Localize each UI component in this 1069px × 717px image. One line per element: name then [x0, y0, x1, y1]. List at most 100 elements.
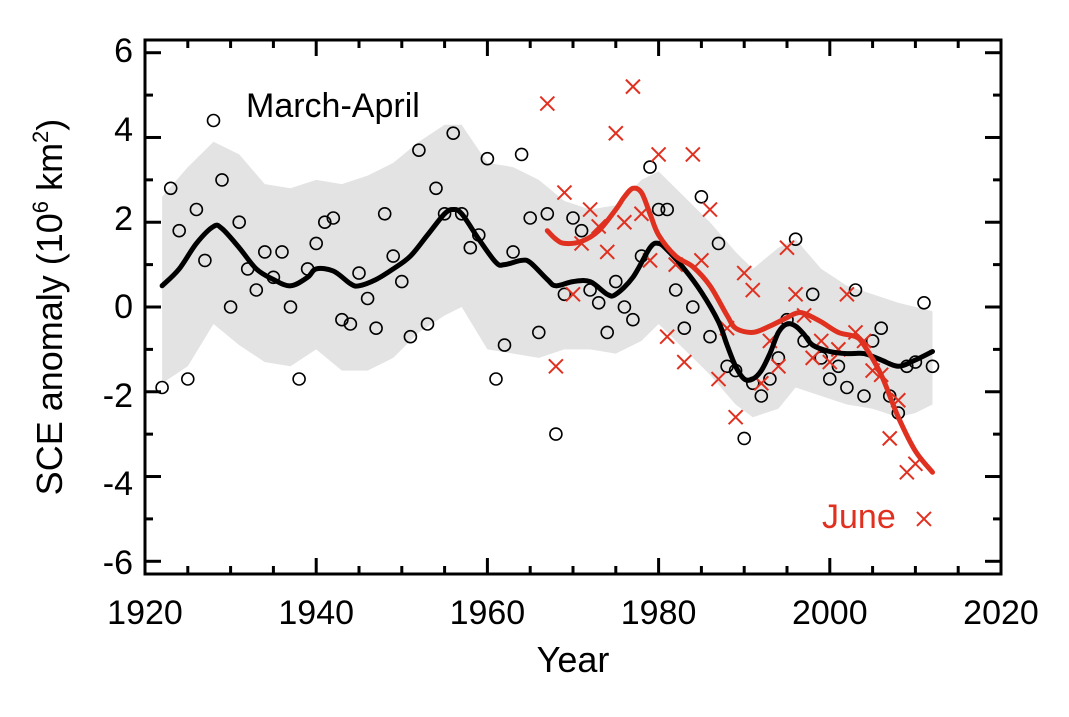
- y-tick-label: 6: [114, 32, 133, 70]
- march-april-point: [412, 143, 426, 157]
- june-point: [608, 125, 624, 141]
- y-axis-title: SCE anomaly (106 km2): [28, 119, 70, 496]
- march-april-point: [514, 147, 529, 162]
- march-april-uncertainty-band: [162, 124, 933, 418]
- march-april-point: [608, 274, 623, 289]
- march-april-point: [574, 223, 589, 238]
- march-april-point: [694, 190, 709, 204]
- y-tick-labels: 6 4 2 0 -2 -4 -6: [103, 32, 133, 582]
- june-point: [565, 286, 581, 302]
- june-label: June: [822, 498, 896, 536]
- x-tick-label: 1920: [107, 594, 183, 632]
- june-point: [745, 282, 761, 298]
- march-april-point: [403, 329, 418, 344]
- data-markers: [155, 78, 940, 527]
- y-tick-label: -4: [103, 465, 133, 503]
- march-april-point: [617, 300, 632, 314]
- march-april-point: [557, 287, 572, 302]
- march-april-point: [155, 380, 169, 395]
- june-point: [693, 252, 710, 269]
- x-axis-title: Year: [537, 639, 610, 680]
- june-point: [882, 430, 898, 447]
- march-april-point: [386, 249, 401, 263]
- june-point: [702, 201, 718, 218]
- y-axis-title-close: ): [29, 119, 70, 131]
- march-april-point: [480, 151, 495, 166]
- march-april-point: [335, 312, 349, 327]
- x-tick-label: 1940: [278, 594, 354, 632]
- june-smoothed-line: [544, 185, 935, 475]
- march-april-point: [463, 240, 478, 255]
- march-april-point: [394, 274, 409, 289]
- march-april-point: [317, 215, 332, 229]
- march-april-point: [857, 389, 871, 403]
- y-axis-title-unit: km: [29, 143, 70, 201]
- march-april-point: [181, 372, 195, 386]
- y-axis-title-text: SCE anomaly (10: [29, 213, 70, 495]
- june-point: [916, 511, 932, 527]
- june-point: [685, 146, 701, 163]
- june-point: [736, 265, 752, 281]
- y-tick-label: -2: [103, 377, 133, 415]
- march-april-point: [737, 431, 752, 446]
- x-tick-labels: 1920 1940 1960 1980 2000 2020: [107, 594, 1039, 632]
- march-april-point: [566, 211, 580, 225]
- march-april-point: [711, 236, 726, 251]
- march-april-point: [454, 207, 469, 221]
- june-point: [710, 371, 727, 387]
- june-point: [599, 244, 615, 260]
- march-april-point: [788, 232, 803, 246]
- march-april-point: [352, 266, 366, 280]
- march-april-point: [429, 181, 443, 196]
- march-april-point: [343, 317, 358, 331]
- uncertainty-band-area: [162, 124, 933, 418]
- march-april-point: [506, 245, 520, 259]
- march-april-point: [189, 202, 204, 217]
- march-april-point: [206, 113, 221, 128]
- march-april-point: [223, 300, 238, 314]
- x-tick-label: 1960: [450, 594, 526, 632]
- x-tick-label: 2000: [792, 594, 868, 632]
- march-april-point: [771, 351, 786, 365]
- y-tick-label: -6: [103, 544, 133, 582]
- march-april-point: [925, 359, 940, 374]
- june-point: [650, 146, 667, 163]
- march-april-point: [840, 380, 854, 395]
- june-point: [779, 239, 795, 256]
- march-april-point: [874, 321, 889, 336]
- march-april-point: [523, 211, 538, 225]
- march-april-point: [326, 211, 341, 225]
- march-april-point: [703, 329, 717, 344]
- march-april-point: [369, 321, 383, 336]
- march-april-point: [292, 372, 306, 386]
- y-tick-label: 2: [114, 200, 133, 238]
- march-april-point: [215, 173, 229, 187]
- march-april-point: [437, 207, 452, 221]
- march-april-point: [831, 359, 846, 374]
- axis-ticks: [143, 40, 1003, 574]
- march-april-point: [172, 223, 186, 238]
- june-point: [822, 354, 838, 370]
- march-april-point: [763, 372, 777, 386]
- june-point: [625, 78, 641, 95]
- march-april-point: [497, 338, 512, 352]
- march-april-point: [549, 427, 563, 441]
- march-april-point: [917, 295, 931, 310]
- march-april-point: [685, 300, 700, 314]
- march-april-point: [446, 126, 461, 140]
- june-point: [727, 409, 744, 425]
- march-april-point: [668, 283, 683, 297]
- june-point: [556, 184, 573, 201]
- march-april-point: [660, 202, 675, 217]
- march-april-point: [360, 291, 375, 306]
- y-tick-label: 0: [114, 288, 133, 326]
- march-april-point: [540, 207, 555, 221]
- x-tick-label: 1980: [621, 594, 697, 632]
- march-april-point: [626, 312, 640, 327]
- y-axis-title-unit-exponent: 2: [28, 131, 53, 143]
- march-april-point: [377, 207, 392, 221]
- march-april-point: [283, 300, 298, 314]
- march-april-label: March-April: [246, 87, 420, 125]
- march-april-point: [249, 283, 264, 297]
